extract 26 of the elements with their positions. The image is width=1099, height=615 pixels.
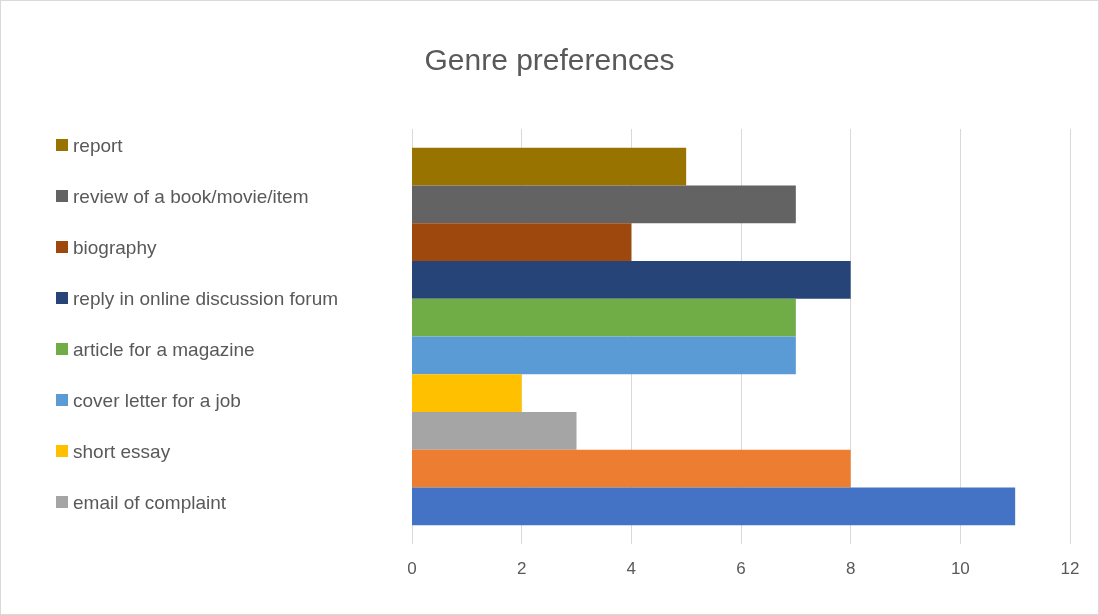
x-tick-label: 8 xyxy=(845,559,856,578)
x-tick-label: 4 xyxy=(626,559,637,578)
legend-label: review of a book/movie/item xyxy=(73,185,309,207)
bar xyxy=(412,449,851,488)
x-tick-label: 6 xyxy=(736,559,746,578)
bar xyxy=(412,336,796,375)
legend-label: reply in online discussion forum xyxy=(73,287,339,309)
x-tick-label: 0 xyxy=(407,559,417,578)
bar xyxy=(412,487,1016,526)
bar xyxy=(412,374,522,413)
legend-label: cover letter for a job xyxy=(73,389,241,411)
x-tick-label: 2 xyxy=(516,559,527,578)
chart-title: Genre preferences xyxy=(424,42,675,76)
bar xyxy=(412,223,632,261)
bar xyxy=(412,260,851,299)
bar xyxy=(412,412,577,450)
bar xyxy=(412,147,687,186)
x-tick-label: 12 xyxy=(1060,559,1080,578)
legend-label: report xyxy=(73,134,124,156)
bar xyxy=(412,185,796,224)
legend-label: article for a magazine xyxy=(73,338,255,360)
bar xyxy=(412,298,796,337)
legend-label: short essay xyxy=(73,440,171,462)
legend-label: email of complaint xyxy=(73,491,227,513)
x-tick-label: 10 xyxy=(950,559,970,578)
legend-label: biography xyxy=(73,236,157,258)
